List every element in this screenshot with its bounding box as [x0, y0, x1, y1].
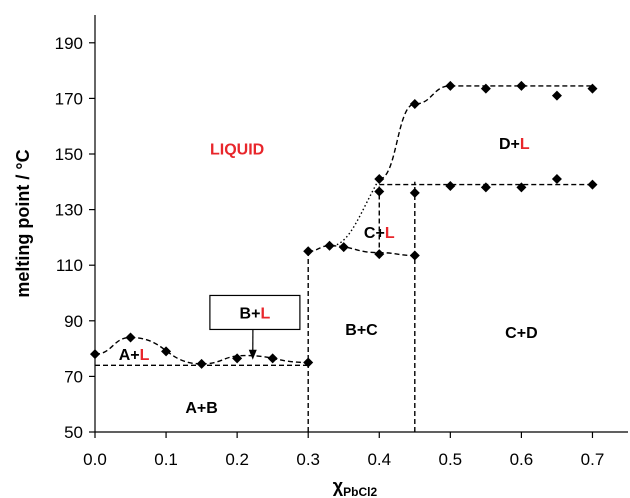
region-label-part: A+B [185, 400, 217, 417]
liquidus-c [308, 245, 415, 257]
x-axis-title-symbol: χ [333, 476, 344, 496]
data-point [324, 240, 335, 251]
data-point [409, 250, 420, 261]
y-tick-label: 150 [55, 145, 83, 164]
region-label-part: B+C [345, 322, 378, 339]
data-point [338, 242, 349, 253]
data-point [303, 357, 314, 368]
region-label: LIQUID [210, 141, 264, 158]
region-label-part: D+ [499, 136, 520, 153]
region-label-part: C+D [505, 325, 537, 342]
y-tick-label: 90 [64, 312, 83, 331]
region-label: D+L [499, 136, 530, 153]
data-point [480, 83, 491, 94]
data-point [374, 174, 385, 185]
x-axis-title: χPbCl2 [333, 476, 378, 498]
labels: melting point / °CχPbCl2LIQUIDA+LA+BB+CC… [13, 136, 538, 498]
liquidus-extrapolation [332, 178, 380, 247]
y-tick-label: 170 [55, 89, 83, 108]
x-tick-label: 0.2 [225, 450, 249, 469]
region-label: C+L [364, 225, 395, 242]
data-point [409, 98, 420, 109]
y-tick-label: 110 [56, 256, 83, 275]
x-tick-label: 0.7 [581, 450, 605, 469]
data-point [551, 174, 562, 185]
liquidus-b [201, 354, 309, 365]
region-label-part: L [140, 347, 150, 364]
data-point [445, 180, 456, 191]
data-point [374, 186, 385, 197]
data-point [587, 83, 598, 94]
x-tick-label: 0.4 [367, 450, 391, 469]
data-point [267, 353, 278, 364]
callout-label-part: L [260, 305, 270, 322]
region-label: A+B [185, 400, 217, 417]
region-label-part: LIQUID [210, 141, 264, 158]
data-point [516, 182, 527, 193]
region-label: A+L [119, 347, 150, 364]
y-tick-label: 130 [55, 201, 83, 220]
region-label-part: A+ [119, 347, 140, 364]
data-point [125, 332, 136, 343]
region-label-part: C+ [364, 225, 385, 242]
axes: 50 70 90 110 130 150 170 190 0.0 0.1 0.2 0.3 0.4 0.5 0… [55, 15, 628, 469]
y-tick-label: 190 [55, 34, 83, 53]
y-tick-label: 70 [64, 367, 83, 386]
data-point [374, 249, 385, 260]
region-label: B+C [345, 322, 378, 339]
region-label-part: L [385, 225, 395, 242]
y-axis-title: melting point / °C [13, 149, 33, 297]
data-points [90, 80, 598, 369]
data-point [232, 353, 243, 364]
callout-arrow-head [248, 349, 257, 360]
data-point [480, 182, 491, 193]
data-point [516, 80, 527, 91]
region-label-part: L [520, 136, 530, 153]
callout-label: B+L [240, 305, 271, 322]
data-point [161, 346, 172, 357]
callout-box [209, 294, 301, 331]
data-point [587, 179, 598, 190]
data-point [196, 358, 207, 369]
x-tick-label: 0.3 [296, 450, 320, 469]
callout-label-part: B+ [240, 305, 261, 322]
x-tick-label: 0.1 [154, 450, 178, 469]
x-tick-label: 0.6 [510, 450, 534, 469]
x-axis-title-subscript: PbCl2 [343, 485, 377, 498]
data-point [445, 80, 456, 91]
x-tick-label: 0.0 [83, 450, 107, 469]
y-tick-label: 50 [64, 423, 83, 442]
data-point [303, 246, 314, 257]
region-label: C+D [505, 325, 537, 342]
data-point [409, 187, 420, 198]
data-point [551, 90, 562, 101]
x-tick-label: 0.5 [439, 450, 463, 469]
